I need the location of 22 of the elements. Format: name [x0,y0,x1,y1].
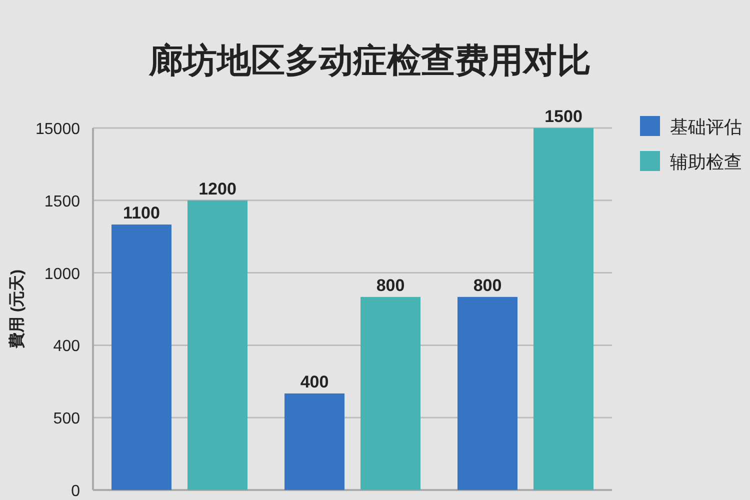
data-label: 1200 [198,179,236,198]
bar [534,128,594,490]
data-label: 800 [473,276,502,295]
data-label: 1100 [123,204,160,223]
bar [458,296,518,490]
bar [112,224,172,490]
text: 15000 [36,121,80,138]
data-label: 1500 [544,107,582,126]
chart-title: 廊坊地区多动症检查费用对比 [148,42,591,80]
y-axis-title: 費用 (元天) [8,269,26,350]
legend-label: 辅助检查 [670,152,742,172]
bar [360,296,420,490]
data-label: 400 [300,372,329,392]
text: 500 [53,410,80,428]
text: 400 [53,338,80,356]
text: 1000 [44,266,80,283]
text: 0 [71,483,80,500]
bar [284,393,344,490]
legend-label: 基础评估 [670,117,742,137]
text: 1500 [44,193,80,210]
bar [188,200,248,490]
data-label: 800 [376,276,405,295]
